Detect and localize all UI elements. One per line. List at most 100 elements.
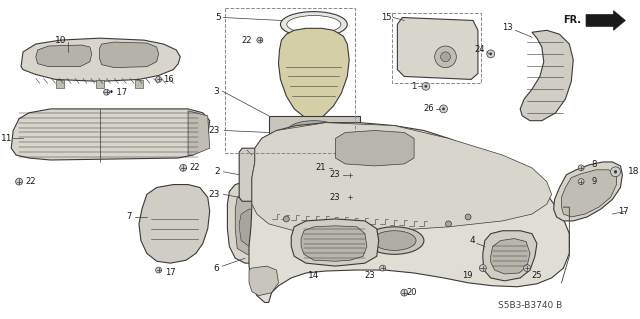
Polygon shape <box>554 162 622 221</box>
Text: 15: 15 <box>381 13 392 22</box>
Ellipse shape <box>479 265 486 271</box>
Polygon shape <box>291 219 379 266</box>
Ellipse shape <box>15 178 22 185</box>
Text: 17: 17 <box>165 269 176 278</box>
Ellipse shape <box>156 77 161 82</box>
Text: 17: 17 <box>618 207 628 216</box>
Ellipse shape <box>440 52 451 62</box>
Ellipse shape <box>275 162 353 187</box>
Polygon shape <box>335 130 414 166</box>
Polygon shape <box>56 80 64 88</box>
Ellipse shape <box>287 121 341 142</box>
Text: • 17: • 17 <box>109 88 127 97</box>
Polygon shape <box>491 239 530 274</box>
Polygon shape <box>278 28 349 121</box>
Text: 22: 22 <box>26 177 36 186</box>
Ellipse shape <box>440 105 447 113</box>
Text: 23: 23 <box>208 190 220 199</box>
Text: FR.: FR. <box>563 15 581 26</box>
Text: 19: 19 <box>463 271 473 280</box>
Polygon shape <box>21 38 180 81</box>
Ellipse shape <box>334 167 337 169</box>
Ellipse shape <box>373 231 416 250</box>
Polygon shape <box>239 148 390 201</box>
Text: 2: 2 <box>214 167 220 176</box>
Ellipse shape <box>465 214 471 220</box>
Polygon shape <box>239 209 275 247</box>
Text: 18: 18 <box>628 167 640 176</box>
Polygon shape <box>249 266 278 296</box>
Text: 6: 6 <box>214 263 220 272</box>
Text: 23: 23 <box>330 170 340 179</box>
Text: 16: 16 <box>163 75 173 84</box>
Ellipse shape <box>442 108 445 110</box>
Polygon shape <box>520 30 573 121</box>
Text: 22: 22 <box>241 36 252 45</box>
Text: 8: 8 <box>591 160 596 169</box>
Ellipse shape <box>401 289 408 296</box>
Ellipse shape <box>435 46 456 68</box>
Polygon shape <box>397 18 478 79</box>
Ellipse shape <box>104 89 109 95</box>
Text: 23: 23 <box>364 271 375 280</box>
Text: 24: 24 <box>474 45 485 55</box>
Polygon shape <box>252 122 552 232</box>
Polygon shape <box>188 111 210 155</box>
Polygon shape <box>483 231 537 281</box>
Text: 10: 10 <box>54 36 66 45</box>
Text: 23: 23 <box>330 193 340 202</box>
Polygon shape <box>139 185 210 263</box>
Text: 9: 9 <box>591 177 596 186</box>
Ellipse shape <box>445 221 451 227</box>
Text: 25: 25 <box>532 271 542 280</box>
Text: 22: 22 <box>189 163 200 172</box>
Ellipse shape <box>578 165 584 171</box>
Ellipse shape <box>425 85 427 87</box>
Polygon shape <box>227 182 288 263</box>
Text: 4: 4 <box>469 236 475 245</box>
Text: 13: 13 <box>502 23 513 32</box>
Ellipse shape <box>487 50 495 58</box>
Ellipse shape <box>265 158 363 192</box>
Text: 14: 14 <box>308 271 319 280</box>
Ellipse shape <box>287 16 341 33</box>
Polygon shape <box>36 45 92 67</box>
Polygon shape <box>301 226 367 261</box>
Polygon shape <box>561 170 616 217</box>
Text: 3: 3 <box>214 87 220 96</box>
Text: 11: 11 <box>1 134 13 143</box>
Polygon shape <box>586 11 625 30</box>
Polygon shape <box>96 80 104 88</box>
Ellipse shape <box>332 164 339 172</box>
Text: 1: 1 <box>411 82 416 91</box>
Polygon shape <box>12 109 210 160</box>
Ellipse shape <box>380 265 385 271</box>
Ellipse shape <box>578 179 584 185</box>
Text: S5B3-B3740 B: S5B3-B3740 B <box>498 301 562 310</box>
Ellipse shape <box>611 167 620 177</box>
Text: 5: 5 <box>216 13 221 22</box>
Ellipse shape <box>348 172 353 178</box>
Ellipse shape <box>180 164 187 171</box>
Ellipse shape <box>348 194 353 200</box>
Bar <box>392 13 481 83</box>
Polygon shape <box>269 116 360 148</box>
Text: 26: 26 <box>423 104 434 113</box>
Ellipse shape <box>284 216 289 222</box>
Polygon shape <box>236 192 278 254</box>
Text: 21: 21 <box>315 163 326 172</box>
Text: 23: 23 <box>208 126 220 135</box>
Text: 7: 7 <box>127 212 132 221</box>
Ellipse shape <box>295 125 333 138</box>
Ellipse shape <box>303 224 309 230</box>
Bar <box>225 8 355 153</box>
Text: 20: 20 <box>407 288 417 297</box>
Ellipse shape <box>524 265 531 271</box>
Ellipse shape <box>422 82 430 90</box>
Ellipse shape <box>280 11 348 37</box>
Ellipse shape <box>490 53 492 55</box>
Polygon shape <box>135 80 143 88</box>
Ellipse shape <box>156 267 161 273</box>
Polygon shape <box>100 42 159 68</box>
Ellipse shape <box>257 37 263 43</box>
